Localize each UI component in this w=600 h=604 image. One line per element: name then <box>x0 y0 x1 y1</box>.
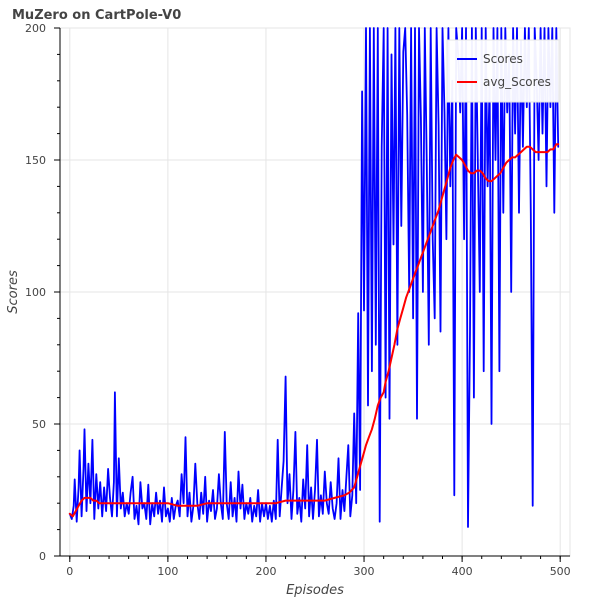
x-tick-label: 100 <box>157 565 178 578</box>
x-tick-label: 300 <box>354 565 375 578</box>
legend-label: Scores <box>483 52 523 66</box>
y-tick-label: 200 <box>25 22 46 35</box>
y-tick-label: 0 <box>39 550 46 563</box>
x-tick-label: 200 <box>255 565 276 578</box>
legend-label: avg_Scores <box>483 75 551 89</box>
series-line-avg-scores <box>68 143 560 518</box>
x-tick-label: 400 <box>452 565 473 578</box>
legend-box <box>446 39 560 103</box>
x-tick-label: 0 <box>66 565 73 578</box>
chart-title: MuZero on CartPole-V0 <box>12 8 182 23</box>
x-tick-label: 500 <box>550 565 571 578</box>
y-axis-label: Scores <box>6 270 21 314</box>
y-tick-label: 150 <box>25 154 46 167</box>
y-tick-label: 50 <box>32 418 46 431</box>
x-axis-label: Episodes <box>286 583 344 598</box>
y-tick-label: 100 <box>25 286 46 299</box>
